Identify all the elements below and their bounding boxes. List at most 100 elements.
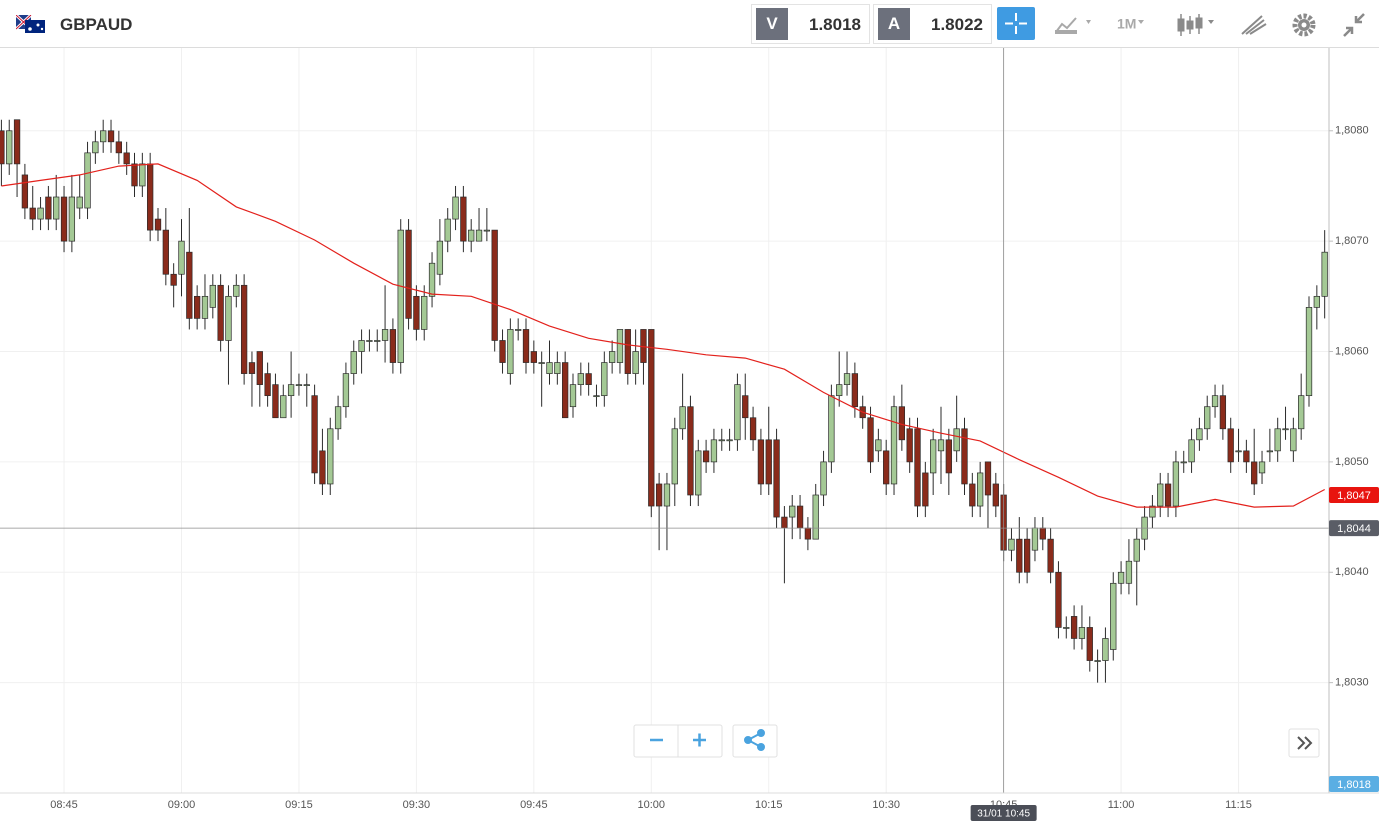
ask-box[interactable]: A 1.8022 (873, 4, 992, 44)
moving-average-line (1, 163, 1325, 508)
candle-body (812, 494, 819, 540)
candle-body (883, 450, 890, 485)
toolbar: GBPAUD V 1.8018 A 1.8022 1M (0, 0, 1379, 48)
plot (0, 48, 1329, 793)
y-tick-label: 1,8070 (1335, 235, 1369, 247)
candle-body (240, 284, 248, 374)
ma-value-label: 1,8047 (1337, 490, 1371, 502)
chart-type-button[interactable] (1177, 14, 1214, 36)
candle-body (327, 428, 334, 485)
y-tick-label: 1,8060 (1335, 345, 1369, 357)
candle-body (1188, 439, 1195, 463)
candle-body (773, 439, 780, 518)
candle-body (843, 373, 851, 385)
candle-body (123, 152, 130, 165)
candle-body (616, 329, 624, 363)
candle-body (522, 329, 530, 363)
candle-body (350, 351, 357, 374)
candle-body (452, 196, 459, 220)
candle-body (154, 218, 162, 231)
x-tick-label: 10:15 (755, 799, 783, 811)
candle-body (139, 163, 146, 187)
candle-body (256, 351, 263, 385)
candle-body (468, 229, 475, 242)
candle-body (624, 329, 631, 374)
candle-body (577, 373, 584, 385)
candle-body (303, 384, 310, 386)
candle-body (311, 395, 318, 474)
candle-body (507, 329, 514, 374)
collapse-button[interactable] (1343, 13, 1365, 37)
candle-body (272, 384, 279, 419)
candle-body (976, 472, 984, 507)
candle-body (319, 450, 326, 485)
bid-tag-label: 1,8018 (1337, 779, 1371, 791)
candle-body (608, 351, 616, 363)
candle-body (483, 229, 491, 232)
candle-body (342, 373, 350, 408)
candle-body (851, 373, 859, 408)
crosshair-icon (1005, 13, 1027, 34)
x-tick-label: 09:00 (168, 799, 196, 811)
ask-label: A (878, 8, 910, 40)
candle-body (92, 141, 99, 154)
settings-button[interactable] (1292, 13, 1316, 37)
tool-icons: 1M (1055, 13, 1365, 37)
candle-body (186, 251, 193, 319)
indicator-button[interactable] (1055, 17, 1091, 34)
candle-body (757, 439, 765, 485)
candle-body (280, 395, 287, 419)
candle-body (702, 450, 710, 463)
candle-body (632, 351, 639, 374)
candle-body (601, 362, 608, 397)
candle-body (1016, 538, 1023, 573)
candle-body (444, 218, 451, 242)
candle-body (710, 439, 718, 463)
candle-body (953, 428, 960, 452)
candle-body (225, 295, 232, 341)
candle-body (147, 163, 154, 231)
candle-body (1023, 538, 1031, 573)
crosshair-y-label: 1,8044 (1337, 523, 1371, 535)
candle-body (945, 439, 952, 474)
crosshair-x-tag (970, 805, 1037, 821)
draw-button[interactable] (1241, 15, 1267, 35)
candle-body (100, 130, 107, 143)
candle-body (358, 340, 365, 352)
candle-body (381, 329, 389, 341)
candle-body (264, 373, 271, 397)
candle-body (1235, 450, 1242, 453)
crosshair-button[interactable] (997, 7, 1035, 40)
candle-body (115, 141, 123, 154)
candle-body (436, 240, 444, 275)
candle-body (671, 428, 678, 485)
timeframe[interactable]: 1M (1117, 16, 1136, 32)
candle-body (695, 450, 702, 496)
candle-body (1110, 582, 1117, 650)
candle-body (1282, 428, 1289, 431)
timeframe-caret (1138, 20, 1144, 24)
candle-body (248, 362, 256, 374)
candle-body (107, 130, 115, 143)
candle-body (530, 351, 537, 363)
zoom-in-button[interactable] (693, 733, 706, 747)
candle-body (209, 284, 216, 308)
candle-body (162, 229, 169, 275)
candle-body (789, 505, 796, 518)
candle-body (765, 439, 772, 485)
candle-body (1172, 461, 1180, 507)
x-tick-label: 09:45 (520, 799, 548, 811)
candle-body (1031, 527, 1039, 551)
x-tick-label: 09:15 (285, 799, 313, 811)
candle-body (217, 284, 224, 341)
candle-body (397, 229, 404, 363)
candle-body (1227, 428, 1234, 463)
candle-body (687, 406, 694, 496)
scroll-end-icon (1297, 736, 1313, 750)
candle-body (1274, 428, 1281, 452)
candle-body (1204, 406, 1211, 430)
bid-label: V (756, 8, 788, 40)
bid-box[interactable]: V 1.8018 (751, 4, 870, 44)
share-button[interactable] (732, 724, 778, 758)
candle-body (84, 152, 91, 209)
